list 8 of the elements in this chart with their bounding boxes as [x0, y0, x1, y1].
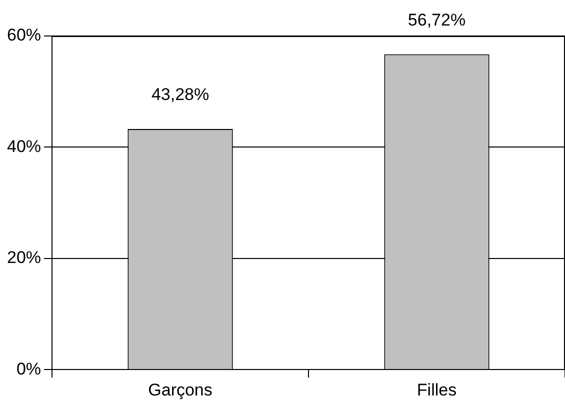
y-tick-label: 40%: [6, 136, 42, 156]
x-tick-label: Garçons: [148, 380, 212, 400]
y-tick-label: 60%: [6, 26, 42, 45]
y-tick-label: 20%: [6, 248, 42, 268]
data-label: 56,72%: [408, 10, 466, 30]
x-tick-label: Filles: [416, 380, 457, 400]
data-label: 43,28%: [151, 85, 210, 104]
y-tick-label: 0%: [16, 359, 42, 378]
